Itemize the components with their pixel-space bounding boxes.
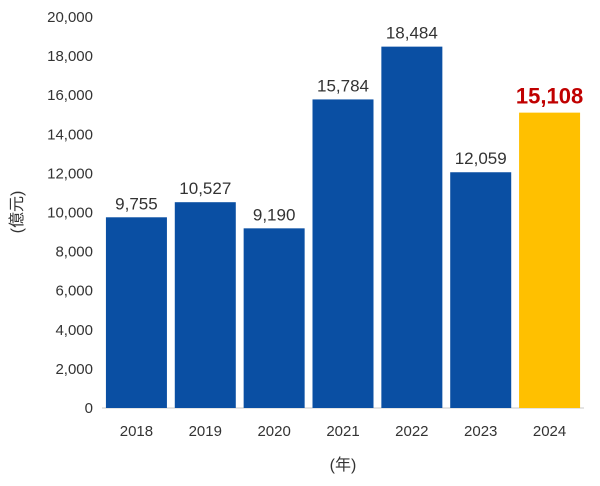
y-axis-title: (億元)	[8, 191, 26, 234]
bars	[105, 46, 581, 409]
data-label: 12,059	[455, 149, 507, 168]
y-tick-label: 20,000	[47, 9, 93, 26]
x-axis-ticks: 2018 2019 2020 2021 2022 2023 2024	[120, 423, 567, 440]
x-tick-label: 2019	[189, 423, 222, 440]
data-label: 10,527	[179, 179, 231, 198]
data-label: 18,484	[386, 24, 438, 43]
data-labels: 9,755 10,527 9,190 15,784 18,484 12,059 15,108	[115, 24, 583, 225]
bar	[243, 228, 305, 408]
bar	[174, 202, 236, 408]
data-label: 15,784	[317, 76, 369, 95]
bar	[450, 172, 512, 408]
y-axis-ticks: 0 2,000 4,000 6,000 8,000 10,000 12,000 14,000 1…	[47, 9, 93, 417]
y-tick-label: 4,000	[55, 322, 93, 339]
x-tick-label: 2018	[120, 423, 153, 440]
x-tick-label: 2024	[533, 423, 566, 440]
x-tick-label: 2023	[464, 423, 497, 440]
data-label: 9,755	[115, 194, 158, 213]
bar	[381, 46, 443, 409]
y-tick-label: 2,000	[55, 361, 93, 378]
y-tick-label: 8,000	[55, 244, 93, 261]
y-tick-label: 6,000	[55, 283, 93, 300]
y-tick-label: 10,000	[47, 205, 93, 222]
data-label-highlight: 15,108	[516, 84, 583, 109]
y-tick-label: 16,000	[47, 87, 93, 104]
x-axis-title: (年)	[330, 456, 357, 474]
x-tick-label: 2020	[257, 423, 290, 440]
x-tick-label: 2021	[326, 423, 359, 440]
y-tick-label: 18,000	[47, 48, 93, 65]
bar	[519, 112, 581, 408]
x-tick-label: 2022	[395, 423, 428, 440]
y-tick-label: 14,000	[47, 126, 93, 143]
bar	[312, 99, 374, 409]
bar	[105, 217, 167, 408]
data-label: 9,190	[253, 205, 296, 224]
y-tick-label: 12,000	[47, 165, 93, 182]
y-tick-label: 0	[85, 400, 93, 417]
